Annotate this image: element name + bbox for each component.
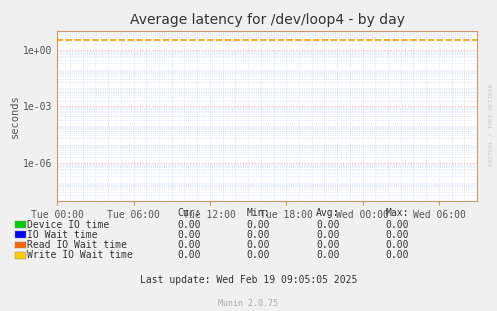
- Text: Cur:: Cur:: [177, 208, 201, 218]
- Text: Min:: Min:: [247, 208, 270, 218]
- Text: 0.00: 0.00: [386, 250, 410, 260]
- Text: Munin 2.0.75: Munin 2.0.75: [219, 299, 278, 308]
- Text: Avg:: Avg:: [316, 208, 340, 218]
- Text: 0.00: 0.00: [386, 220, 410, 230]
- Text: Last update: Wed Feb 19 09:05:05 2025: Last update: Wed Feb 19 09:05:05 2025: [140, 275, 357, 285]
- Text: 0.00: 0.00: [316, 240, 340, 250]
- Text: Write IO Wait time: Write IO Wait time: [27, 250, 133, 260]
- Text: 0.00: 0.00: [177, 250, 201, 260]
- Text: Read IO Wait time: Read IO Wait time: [27, 240, 127, 250]
- Text: 0.00: 0.00: [247, 230, 270, 240]
- Text: Max:: Max:: [386, 208, 410, 218]
- Text: Device IO time: Device IO time: [27, 220, 109, 230]
- Text: 0.00: 0.00: [247, 250, 270, 260]
- Text: 0.00: 0.00: [316, 250, 340, 260]
- Text: 0.00: 0.00: [316, 230, 340, 240]
- Text: 0.00: 0.00: [177, 240, 201, 250]
- Text: 0.00: 0.00: [247, 240, 270, 250]
- Text: 0.00: 0.00: [247, 220, 270, 230]
- Y-axis label: seconds: seconds: [10, 94, 20, 138]
- Title: Average latency for /dev/loop4 - by day: Average latency for /dev/loop4 - by day: [130, 13, 405, 27]
- Text: IO Wait time: IO Wait time: [27, 230, 98, 240]
- Text: 0.00: 0.00: [177, 230, 201, 240]
- Text: 0.00: 0.00: [386, 240, 410, 250]
- Text: 0.00: 0.00: [386, 230, 410, 240]
- Text: 0.00: 0.00: [316, 220, 340, 230]
- Text: RRDTOOL / TOBI OETIKER: RRDTOOL / TOBI OETIKER: [489, 83, 494, 166]
- Text: 0.00: 0.00: [177, 220, 201, 230]
